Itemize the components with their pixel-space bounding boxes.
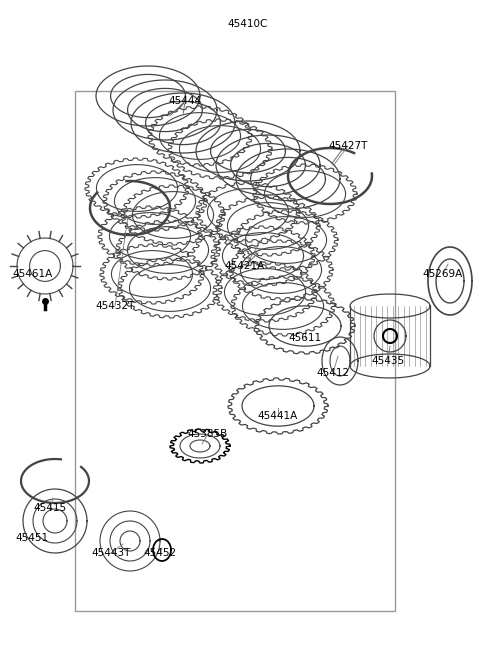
Text: 45427T: 45427T [328, 141, 368, 151]
Text: 45410C: 45410C [228, 19, 268, 29]
Text: 45415: 45415 [34, 503, 67, 513]
Text: 45461A: 45461A [13, 269, 53, 279]
Text: 45435: 45435 [372, 356, 405, 366]
Text: 45412: 45412 [316, 368, 349, 378]
Text: 45451: 45451 [15, 533, 48, 543]
Text: 45443T: 45443T [91, 548, 131, 558]
Text: 45432T: 45432T [96, 301, 135, 311]
Text: 45269A: 45269A [423, 269, 463, 279]
Bar [75, 91, 395, 611]
Text: 45385B: 45385B [188, 429, 228, 439]
Text: 45441A: 45441A [258, 411, 298, 421]
Text: 45444: 45444 [168, 96, 202, 106]
Text: 45421A: 45421A [225, 261, 265, 271]
Text: 45452: 45452 [144, 548, 177, 558]
Text: 45611: 45611 [288, 333, 322, 343]
